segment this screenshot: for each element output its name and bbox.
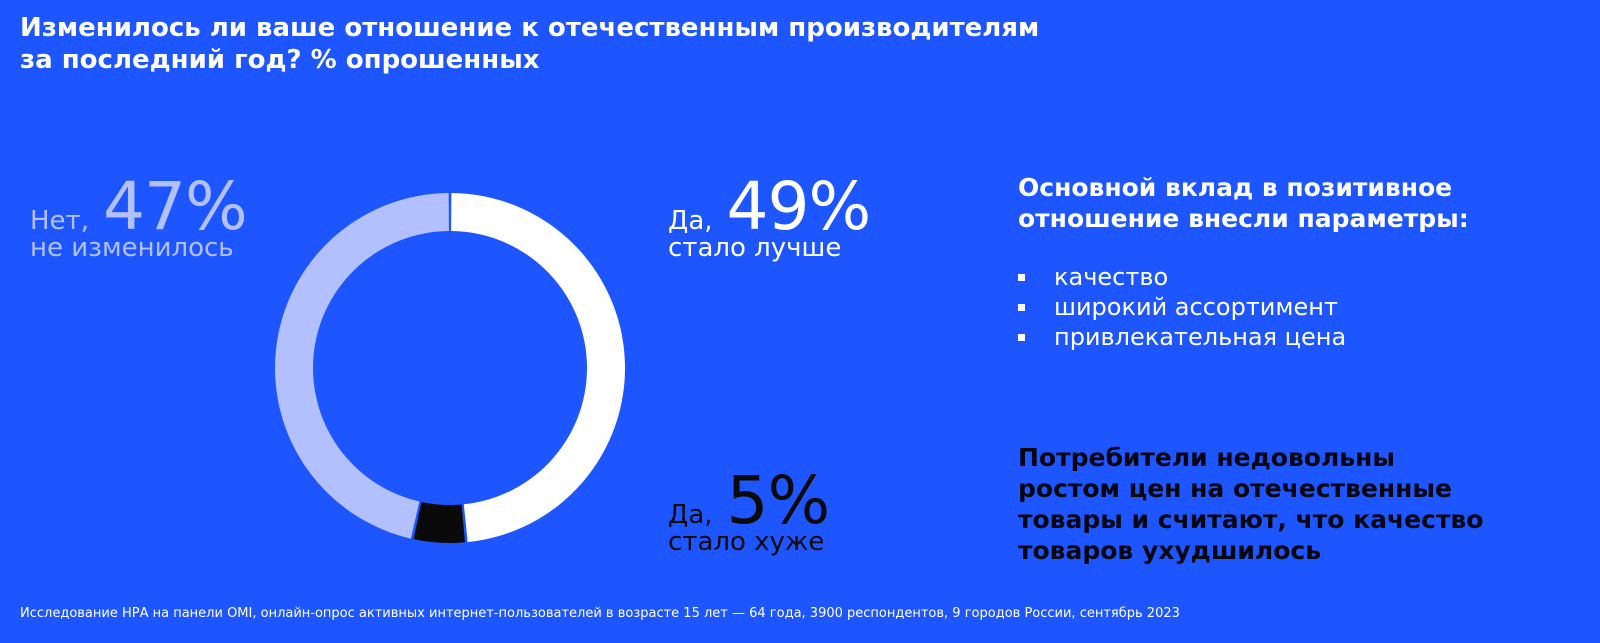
source-footnote: Исследование НРА на панели OMI, онлайн-о… (20, 606, 1180, 621)
label-better-prefix: Да, (668, 206, 713, 236)
label-better-percent: 49% (726, 168, 872, 245)
bullet-icon (1018, 333, 1025, 341)
conclusion-text: Потребители недовольны ростом цен на оте… (1018, 442, 1578, 566)
donut-slice-0 (451, 193, 625, 543)
parameters-list-item: качество (1018, 262, 1346, 292)
label-worse-caption: стало хуже (668, 527, 825, 557)
conclusion-line-3: товары и считают, что качество (1018, 505, 1484, 534)
label-worse-prefix: Да, (668, 500, 713, 530)
label-better: Да, 49% стало лучше (668, 168, 872, 263)
chart-title: Изменилось ли ваше отношение к отечестве… (20, 12, 1120, 76)
bullet-icon (1018, 273, 1025, 281)
parameters-list-item-label: качество (1054, 263, 1169, 291)
parameters-heading-line-2: отношение внесли параметры: (1018, 204, 1469, 233)
chart-title-line-1: Изменилось ли ваше отношение к отечестве… (20, 13, 1040, 43)
conclusion-line-1: Потребители недовольны (1018, 443, 1395, 472)
parameters-list-item-label: привлекательная цена (1054, 323, 1347, 351)
label-no-change-percent: 47% (102, 168, 248, 245)
label-worse: Да, 5% стало хуже (668, 462, 831, 557)
label-no-change-caption: не изменилось (30, 233, 234, 263)
parameters-list-item-label: широкий ассортимент (1054, 293, 1338, 321)
label-worse-percent: 5% (726, 462, 831, 539)
label-better-caption: стало лучше (668, 233, 842, 263)
parameters-list-item: широкий ассортимент (1018, 292, 1346, 322)
bullet-icon (1018, 303, 1025, 311)
label-no-change: Нет, 47% не изменилось (30, 168, 248, 263)
parameters-list-item: привлекательная цена (1018, 322, 1346, 352)
donut-chart (275, 193, 625, 543)
parameters-heading-line-1: Основной вклад в позитивное (1018, 173, 1453, 202)
label-no-change-prefix: Нет, (30, 206, 89, 236)
chart-title-line-2: за последний год? % опрошенных (20, 45, 540, 75)
parameters-list: качество широкий ассортимент привлекател… (1018, 262, 1346, 352)
conclusion-line-4: товаров ухудшилось (1018, 536, 1322, 565)
parameters-heading: Основной вклад в позитивное отношение вн… (1018, 172, 1558, 234)
donut-slice-2 (275, 193, 449, 539)
donut-slice-1 (413, 501, 465, 543)
conclusion-line-2: ростом цен на отечественные (1018, 474, 1452, 503)
